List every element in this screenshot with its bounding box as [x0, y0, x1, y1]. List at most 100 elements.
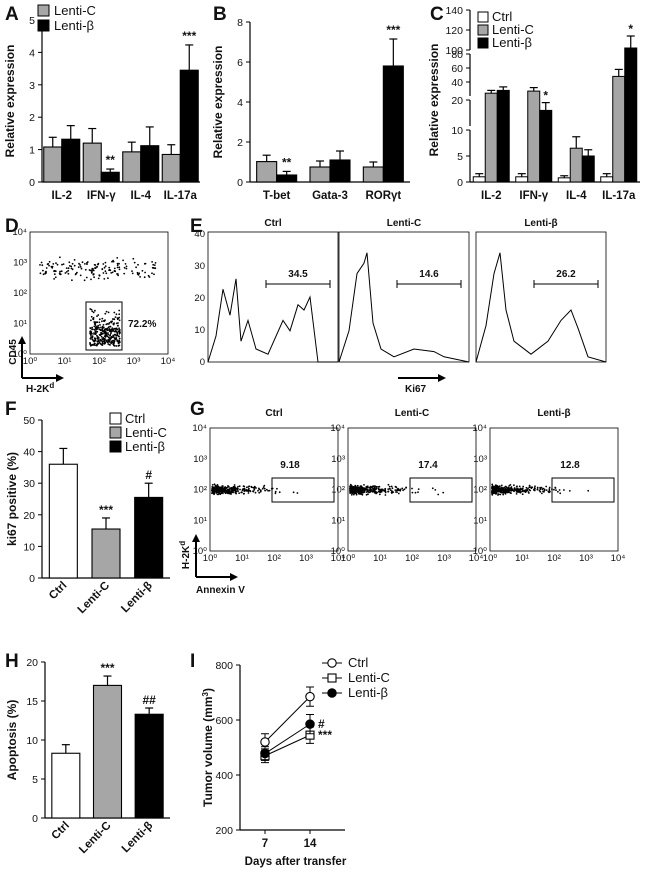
category-label: IL-2	[52, 190, 72, 202]
gate-value: 26.2	[556, 269, 576, 280]
event-dot	[548, 489, 551, 492]
event-dot	[47, 263, 50, 265]
y-tick-label: 400	[215, 770, 233, 782]
event-dot	[94, 323, 97, 325]
event-dot	[522, 485, 525, 488]
event-dot	[101, 341, 104, 343]
legend-label: Ctrl	[492, 9, 512, 24]
legend-swatch	[477, 37, 489, 49]
event-dot	[53, 270, 55, 273]
y-arrowhead	[18, 336, 26, 344]
event-dot	[212, 492, 215, 495]
event-dot	[109, 337, 112, 340]
y-tick-label: 100	[445, 45, 463, 57]
event-dot	[85, 276, 88, 279]
bar-lenti-c	[569, 147, 583, 183]
event-dot	[100, 335, 103, 338]
significance-mark: ##	[142, 693, 156, 707]
event-dot	[93, 328, 96, 331]
event-dot	[252, 486, 255, 489]
event-dot	[491, 494, 494, 496]
event-dot	[516, 485, 518, 488]
event-dot	[59, 270, 61, 273]
event-dot	[109, 334, 111, 337]
y-tick-label: 5	[32, 774, 38, 786]
event-dot	[41, 264, 44, 267]
event-dot	[108, 328, 111, 330]
significance-mark: ***	[318, 728, 332, 742]
category-label: IL-4	[566, 190, 587, 202]
event-dot	[377, 488, 380, 491]
event-dot	[131, 270, 133, 272]
x-axis-label: Annexin V	[196, 585, 245, 596]
event-dot	[274, 490, 277, 493]
event-dot	[91, 328, 94, 331]
event-dot	[499, 491, 502, 493]
event-dot	[96, 326, 98, 328]
event-dot	[78, 262, 80, 265]
category-label: IFN-γ	[87, 190, 116, 202]
y-tick-label: 0	[457, 177, 463, 189]
data-point	[260, 748, 270, 759]
significance-mark: **	[106, 153, 116, 167]
data-point	[327, 688, 337, 698]
event-dot	[405, 486, 408, 489]
event-dot	[352, 486, 355, 488]
event-dot	[110, 332, 112, 335]
event-dot	[99, 342, 102, 345]
significance-mark: #	[145, 468, 152, 482]
event-dot	[387, 490, 389, 493]
event-dot	[362, 487, 365, 489]
gate-value: 12.8	[560, 460, 580, 471]
event-dot	[371, 485, 374, 488]
event-dot	[94, 325, 97, 327]
bar-lenti-c	[527, 90, 541, 183]
event-dot	[98, 318, 101, 321]
bar-lenti-c	[256, 161, 278, 183]
y-tick-label: 140	[445, 5, 463, 17]
event-dot	[107, 338, 110, 341]
event-dot	[239, 488, 241, 491]
event-dot	[364, 489, 367, 491]
event-dot	[67, 269, 70, 272]
x-tick-label: 10³	[579, 553, 593, 564]
gate-value: 9.18	[280, 460, 300, 471]
event-dot	[89, 327, 92, 329]
event-dot	[67, 272, 70, 275]
event-dot	[349, 487, 352, 489]
event-dot	[377, 490, 380, 493]
event-dot	[97, 314, 100, 316]
event-dot	[92, 318, 94, 320]
event-dot	[507, 488, 510, 490]
bar-ctrl	[51, 752, 81, 819]
panel-e-histograms: Ctrl 34.5 Lenti-C 14.6 Lenti-β 26.2 0 10 20 30 40 K…	[194, 218, 607, 395]
event-dot	[234, 491, 237, 494]
event-dot	[397, 488, 400, 491]
y-tick-label: 10¹	[331, 515, 345, 526]
y-tick-label: 10⁴	[472, 423, 487, 434]
event-dot	[516, 488, 518, 491]
plot-frame	[347, 427, 477, 552]
event-dot	[109, 269, 112, 272]
event-dot	[118, 329, 121, 331]
event-dot	[263, 487, 266, 490]
y-tick-label: 10¹	[473, 515, 487, 526]
category-label: Gata-3	[312, 190, 348, 202]
event-dot	[111, 327, 114, 329]
event-dot	[247, 490, 250, 493]
y-tick-label: 0	[29, 177, 35, 189]
event-dot	[101, 325, 104, 328]
plot-frame	[29, 231, 169, 355]
event-dot	[92, 343, 95, 346]
bar-ctrl	[600, 176, 614, 183]
event-dot	[217, 490, 220, 493]
legend-label: Lenti-C	[348, 670, 390, 685]
event-dot	[101, 338, 103, 340]
legend-swatch	[109, 426, 122, 439]
event-dot	[213, 489, 216, 492]
event-dot	[135, 266, 138, 269]
category-label: Lenti-β	[120, 820, 156, 856]
